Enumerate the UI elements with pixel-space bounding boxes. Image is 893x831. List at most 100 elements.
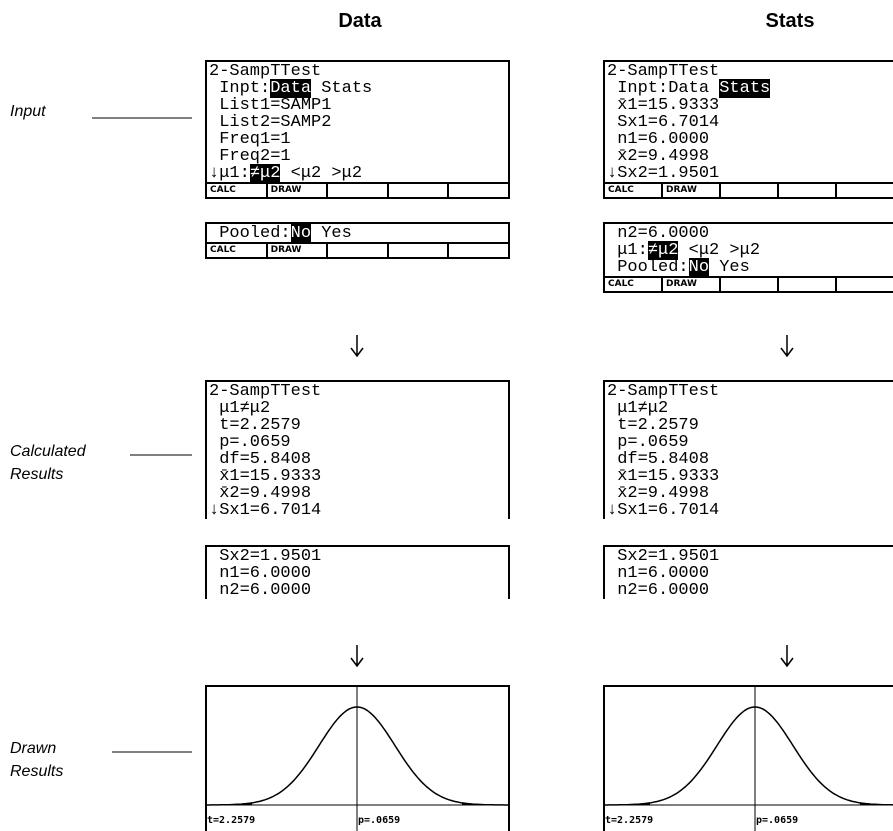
screen-text: ≠μ2 — [250, 164, 281, 183]
screen-line: μ1≠μ2 — [605, 400, 893, 417]
screen-line: μ1:≠μ2 <μ2 >μ2 — [605, 242, 893, 259]
screen-line: 2-SampTTest — [605, 63, 893, 80]
calc-screen: 2-SampTTest Inpt:Data Stats List1=SAMP1 … — [205, 60, 510, 199]
screen-line: df=5.8408 — [207, 451, 508, 468]
screen-line: μ1≠μ2 — [207, 400, 508, 417]
menu-cell: CALC — [605, 278, 661, 291]
menu-cell — [389, 244, 448, 257]
graph-label: p=.0659 — [756, 815, 800, 826]
screen-text: Pooled: — [209, 224, 291, 243]
graph-label: t=2.2579 — [207, 815, 257, 826]
screen-line: df=5.8408 — [605, 451, 893, 468]
calc-screen: Sx2=1.9501 n1=6.0000 n2=6.0000 — [205, 545, 510, 599]
page: InputCalculatedResultsDrawnResultsData2-… — [0, 0, 893, 831]
flow-arrow — [351, 335, 363, 356]
screen-line: List1=SAMP1 — [207, 97, 508, 114]
menu-cell — [779, 278, 835, 291]
row-label-line: Results — [10, 463, 86, 486]
screen-line: Sx1=6.7014 — [605, 114, 893, 131]
flow-arrow — [781, 335, 793, 356]
screen-line: t=2.2579 — [605, 417, 893, 434]
screen-line: Pooled:No Yes — [605, 259, 893, 276]
screen-text: No — [689, 258, 709, 277]
screen-text: Yes — [709, 258, 750, 277]
column-heading: Stats — [690, 10, 890, 33]
calc-screen: Sx2=1.9501 n1=6.0000 n2=6.0000 — [603, 545, 893, 599]
screen-line: ↓μ1:≠μ2 <μ2 >μ2 — [207, 165, 508, 182]
menu-cell — [721, 184, 777, 197]
screen-line: Freq2=1 — [207, 148, 508, 165]
screen-line: n2=6.0000 — [207, 582, 508, 599]
screen-text: ↓μ1: — [209, 164, 250, 183]
screen-text: ↓Sx2=1.9501 — [607, 164, 719, 183]
screen-line: n1=6.0000 — [605, 565, 893, 582]
screen-line: x̄2=9.4998 — [605, 148, 893, 165]
screen-line: 2-SampTTest — [207, 63, 508, 80]
menu-cell — [721, 278, 777, 291]
screen-line: Inpt:Data Stats — [605, 80, 893, 97]
menu-cell: DRAW — [663, 184, 719, 197]
screen-line: p=.0659 — [605, 434, 893, 451]
screen-line: x̄2=9.4998 — [605, 485, 893, 502]
graph-label: p=.0659 — [358, 815, 402, 826]
menu-cell: DRAW — [663, 278, 719, 291]
menu-cell: CALC — [207, 244, 266, 257]
screen-text: Stats — [719, 79, 770, 98]
menu-cell — [328, 244, 387, 257]
screen-text: <μ2 >μ2 — [280, 164, 362, 183]
menu-cell: CALC — [605, 184, 661, 197]
screen-line: ↓Sx1=6.7014 — [207, 502, 508, 519]
screen-line: n1=6.0000 — [207, 565, 508, 582]
screen-line: x̄1=15.9333 — [207, 468, 508, 485]
row-label-line: Calculated — [10, 440, 86, 463]
screen-line: List2=SAMP2 — [207, 114, 508, 131]
row-label: CalculatedResults — [10, 440, 86, 486]
graph — [207, 687, 510, 831]
screen-line: x̄1=15.9333 — [605, 468, 893, 485]
screen-text: n2=6.0000 — [607, 581, 709, 599]
graph — [605, 687, 893, 831]
screen-text: Pooled: — [607, 258, 689, 277]
screen-line: 2-SampTTest — [605, 383, 893, 400]
menu-cell — [449, 244, 508, 257]
screen-line: x̄2=9.4998 — [207, 485, 508, 502]
flow-arrow — [351, 645, 363, 666]
screen-line: Sx2=1.9501 — [207, 548, 508, 565]
graph-screen: t=2.2579 p=.0659 — [205, 685, 510, 831]
calc-screen: 2-SampTTest Inpt:Data Stats x̄1=15.9333 … — [603, 60, 893, 199]
graph-screen: t=2.2579 p=.0659 — [603, 685, 893, 831]
screen-text: n2=6.0000 — [209, 581, 311, 599]
row-label: Input — [10, 100, 46, 123]
screen-line: Inpt:Data Stats — [207, 80, 508, 97]
screen-text: ↓Sx1=6.7014 — [209, 501, 321, 519]
screen-line: p=.0659 — [207, 434, 508, 451]
screen-line: ↓Sx1=6.7014 — [605, 502, 893, 519]
screen-line: t=2.2579 — [207, 417, 508, 434]
screen-line: n2=6.0000 — [605, 225, 893, 242]
calc-screen: Pooled:No YesCALCDRAW — [205, 222, 510, 259]
calc-screen: 2-SampTTest μ1≠μ2 t=2.2579 p=.0659 df=5.… — [205, 380, 510, 519]
screen-line: x̄1=15.9333 — [605, 97, 893, 114]
screen-line: Sx2=1.9501 — [605, 548, 893, 565]
row-label-line: Input — [10, 100, 46, 123]
flow-arrow — [781, 645, 793, 666]
density-curve — [207, 707, 509, 805]
calc-screen: 2-SampTTest μ1≠μ2 t=2.2579 p=.0659 df=5.… — [603, 380, 893, 519]
graph-label: t=2.2579 — [605, 815, 655, 826]
menu-cell — [837, 184, 893, 197]
screen-line: n1=6.0000 — [605, 131, 893, 148]
menu-cell — [837, 278, 893, 291]
screen-text: Yes — [311, 224, 352, 243]
menu-cell: CALC — [207, 184, 266, 197]
menu-cell — [389, 184, 448, 197]
screen-line: n2=6.0000 — [605, 582, 893, 599]
screen-text: ↓Sx1=6.7014 — [607, 501, 719, 519]
menu-cell — [779, 184, 835, 197]
screen-line: ↓Sx2=1.9501 — [605, 165, 893, 182]
